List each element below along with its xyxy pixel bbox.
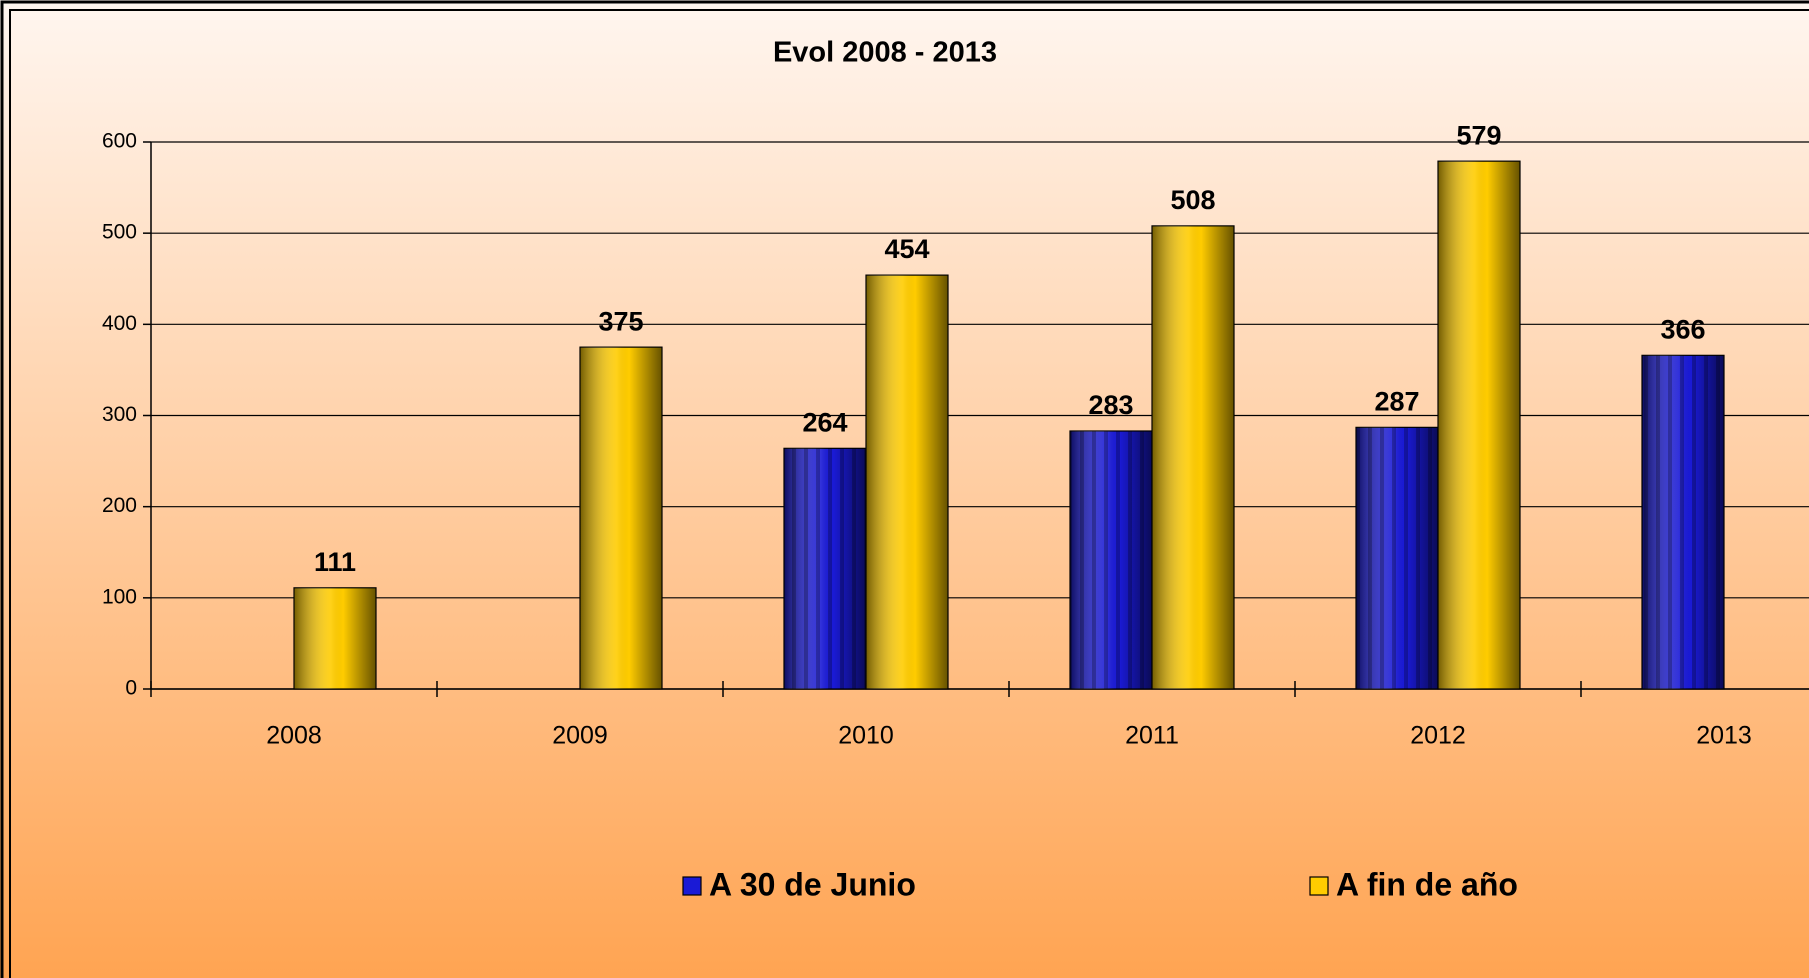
bar-shade	[1438, 161, 1520, 689]
x-tick-label: 2008	[266, 722, 322, 750]
data-label: 454	[884, 234, 929, 264]
data-label: 283	[1088, 390, 1133, 420]
bar-shade	[294, 587, 376, 689]
bar-shade	[866, 275, 948, 689]
legend-label: A 30 de Junio	[709, 866, 916, 902]
x-tick-label: 2009	[552, 722, 608, 750]
bar-shade	[1152, 225, 1234, 689]
x-tick-label: 2013	[1696, 722, 1752, 750]
y-tick-label: 100	[102, 585, 137, 608]
data-label: 366	[1660, 314, 1705, 344]
x-tick-label: 2010	[838, 722, 894, 750]
y-tick-label: 400	[102, 312, 137, 335]
y-tick-label: 0	[125, 677, 137, 700]
y-tick-label: 600	[102, 130, 137, 153]
legend-label: A fin de año	[1336, 866, 1518, 902]
legend-swatch	[682, 876, 702, 896]
chart-title: Evol 2008 - 2013	[773, 37, 997, 69]
data-label: 287	[1374, 386, 1419, 416]
data-label: 111	[314, 547, 356, 577]
y-tick-label: 200	[102, 494, 137, 517]
data-label: 264	[802, 407, 847, 437]
bar-stripes	[1642, 355, 1724, 689]
x-tick-label: 2012	[1410, 722, 1466, 750]
bar-stripes	[784, 448, 866, 689]
x-tick-label: 2011	[1125, 722, 1179, 750]
frame-inner	[9, 9, 1809, 978]
data-label: 375	[598, 306, 643, 336]
y-tick-label: 300	[102, 403, 137, 426]
data-label: 579	[1456, 120, 1501, 150]
bar-stripes	[1356, 427, 1438, 689]
y-tick-label: 500	[102, 221, 137, 244]
bar-shade	[580, 347, 662, 689]
legend-swatch	[1309, 876, 1329, 896]
data-label: 508	[1170, 185, 1215, 215]
bar-stripes	[1070, 430, 1152, 689]
